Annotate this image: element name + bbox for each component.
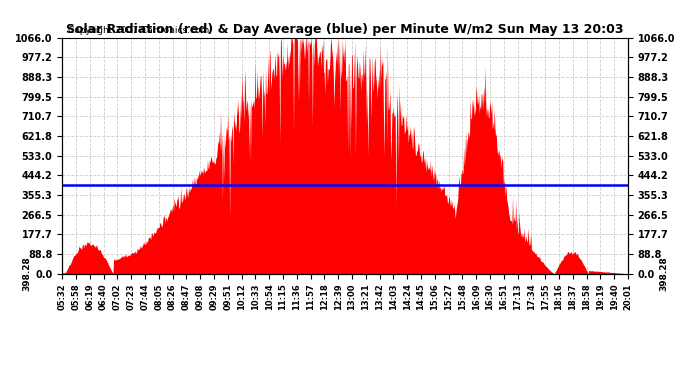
Title: Solar Radiation (red) & Day Average (blue) per Minute W/m2 Sun May 13 20:03: Solar Radiation (red) & Day Average (blu… [66, 23, 624, 36]
Text: 398.28: 398.28 [22, 256, 31, 291]
Text: 398.28: 398.28 [659, 256, 668, 291]
Text: Copyright 2007 Cartronics.com: Copyright 2007 Cartronics.com [68, 26, 209, 35]
